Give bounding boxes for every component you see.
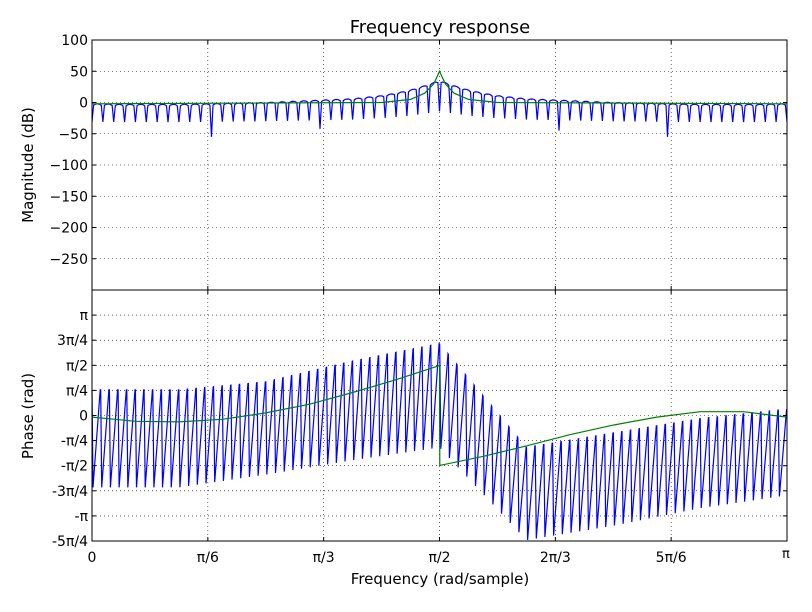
magnitude-measured-line — [91, 81, 788, 137]
phase-y-tick-label: -π/4 — [61, 434, 88, 450]
phase-y-tick-label: π — [80, 308, 89, 324]
magnitude-y-tick-label: −100 — [50, 158, 88, 174]
phase-measured-line — [91, 342, 788, 540]
phase-y-tick-label: -π/2 — [61, 459, 88, 475]
phase-y-tick-label: 3π/4 — [57, 333, 88, 349]
phase-axes: 0 π/6 π/3 π/2 2π/3 5π/6 π π 3π/4 π/2 π/4 0 -π/4 -π/2 -… — [19, 289, 790, 588]
x-tick-label: 0 — [88, 550, 97, 566]
phase-y-tick-label: -3π/4 — [52, 484, 88, 500]
phase-y-tick-label: -5π/4 — [52, 534, 88, 550]
magnitude-y-tick-label: −200 — [50, 221, 88, 237]
magnitude-y-tick-label: −50 — [58, 127, 88, 143]
phase-y-tick-label: π/4 — [66, 383, 88, 399]
x-axis-label: Frequency (rad/sample) — [351, 570, 529, 588]
magnitude-y-tick-label: 100 — [61, 33, 88, 49]
phase-series — [91, 342, 788, 540]
phase-y-tick-label: -π — [75, 509, 89, 525]
magnitude-y-axis-label: Magnitude (dB) — [19, 107, 37, 223]
phase-model-line — [91, 364, 788, 467]
magnitude-y-tick-label: 0 — [79, 96, 88, 112]
magnitude-ticks: 100 50 0 −50 −100 −150 −200 −250 — [50, 33, 788, 290]
magnitude-grid — [92, 40, 787, 290]
magnitude-y-tick-label: −150 — [50, 189, 88, 205]
x-tick-label: 5π/6 — [656, 550, 687, 566]
phase-ticks: 0 π/6 π/3 π/2 2π/3 5π/6 π π 3π/4 π/2 π/4 0 -π/4 -π/2 -… — [52, 290, 790, 566]
phase-y-tick-label: π/2 — [66, 358, 88, 374]
magnitude-axes: 100 50 0 −50 −100 −150 −200 −250 Frequency resp… — [19, 17, 788, 291]
x-tick-label: 2π/3 — [540, 550, 571, 566]
x-tick-label: π/2 — [428, 550, 450, 566]
phase-y-tick-label: 0 — [79, 409, 88, 425]
chart-title: Frequency response — [350, 17, 530, 38]
magnitude-y-tick-label: −250 — [50, 252, 88, 268]
x-tick-label: π/6 — [197, 550, 219, 566]
x-tick-label: π — [782, 547, 790, 562]
magnitude-model-line — [91, 69, 788, 105]
x-tick-label: π/3 — [313, 550, 335, 566]
magnitude-series — [91, 69, 788, 137]
magnitude-y-tick-label: 50 — [70, 64, 88, 80]
phase-y-axis-label: Phase (rad) — [19, 373, 37, 459]
